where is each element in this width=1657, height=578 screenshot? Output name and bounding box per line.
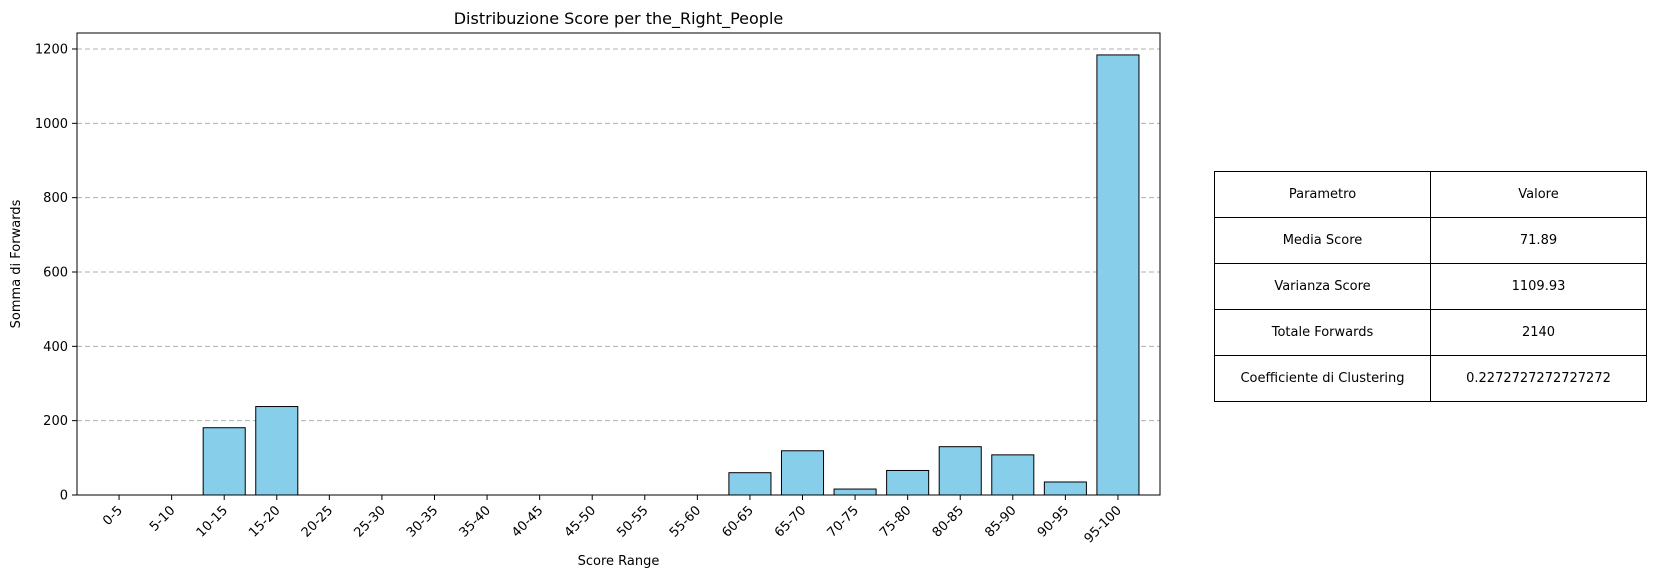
table-cell-value: 2140 [1430, 309, 1647, 356]
bar [202, 427, 246, 496]
x-tick-label: 0-5 [100, 503, 126, 529]
x-tick-label: 95-100 [1082, 503, 1125, 546]
table-header-cell: Parametro [1214, 171, 1431, 218]
table-cell-value: 1109.93 [1430, 263, 1647, 310]
bar [1096, 54, 1140, 496]
x-tick-label: 65-70 [772, 503, 809, 540]
x-axis-label: Score Range [578, 554, 660, 569]
bars [202, 54, 1140, 496]
table-row: Varianza Score 1109.93 [1214, 263, 1647, 310]
bar [1043, 481, 1087, 496]
bar [991, 454, 1035, 496]
chart-title: Distribuzione Score per the_Right_People [454, 9, 784, 29]
bar [833, 488, 877, 496]
x-tick-label: 70-75 [825, 503, 862, 540]
table-cell-param: Varianza Score [1214, 263, 1431, 310]
x-tick-label: 10-15 [194, 503, 231, 540]
x-tick-label: 45-50 [562, 503, 599, 540]
x-tick-label: 5-10 [147, 503, 178, 534]
bar [780, 450, 825, 496]
y-tick-label: 1000 [35, 117, 68, 132]
x-tick-label: 40-45 [509, 503, 546, 540]
bar [938, 446, 982, 496]
table-row: Totale Forwards 2140 [1214, 309, 1647, 356]
y-tick-label: 600 [43, 265, 68, 280]
table-cell-param: Totale Forwards [1214, 309, 1431, 356]
bar [255, 406, 299, 496]
x-tick-label: 75-80 [877, 503, 914, 540]
x-tick-label: 25-30 [351, 503, 388, 540]
y-axis-label: Somma di Forwards [9, 199, 24, 328]
y-tick-label: 200 [43, 414, 68, 429]
x-tick-label: 60-65 [719, 503, 756, 540]
x-tick-label: 80-85 [930, 503, 967, 540]
x-tick-label: 55-60 [667, 503, 704, 540]
stats-table: Parametro Valore Media Score 71.89 Varia… [1214, 171, 1647, 402]
table-row: Media Score 71.89 [1214, 217, 1647, 264]
table-cell-value: 71.89 [1430, 217, 1647, 264]
y-tick-label: 800 [43, 191, 68, 206]
table-header-row: Parametro Valore [1214, 171, 1647, 218]
x-tick-label: 30-35 [404, 503, 441, 540]
bar [728, 472, 772, 496]
table-header-cell: Valore [1430, 171, 1647, 218]
x-tick-label: 20-25 [299, 503, 336, 540]
table-cell-param: Media Score [1214, 217, 1431, 264]
grid-lines [77, 48, 1160, 422]
y-tick-label: 400 [43, 340, 68, 355]
x-tick-label: 90-95 [1035, 503, 1072, 540]
x-tick-label: 85-90 [982, 503, 1019, 540]
y-tick-label: 0 [60, 489, 68, 504]
bar [886, 469, 930, 496]
table-cell-value: 0.2272727272727272 [1430, 355, 1647, 402]
x-tick-label: 50-55 [614, 503, 651, 540]
y-tick-label: 1200 [35, 42, 68, 57]
y-axis-ticks: 0 200 400 600 800 1000 1200 [35, 42, 77, 504]
table-cell-param: Coefficiente di Clustering [1214, 355, 1431, 402]
plot-frame [76, 32, 1161, 496]
table-row: Coefficiente di Clustering 0.22727272727… [1214, 355, 1647, 402]
x-tick-label: 15-20 [246, 503, 283, 540]
x-tick-label: 35-40 [457, 503, 494, 540]
x-axis-ticks: 0-5 5-10 10-15 15-20 20-25 25-30 30-35 35-40 40-… [100, 495, 1125, 546]
